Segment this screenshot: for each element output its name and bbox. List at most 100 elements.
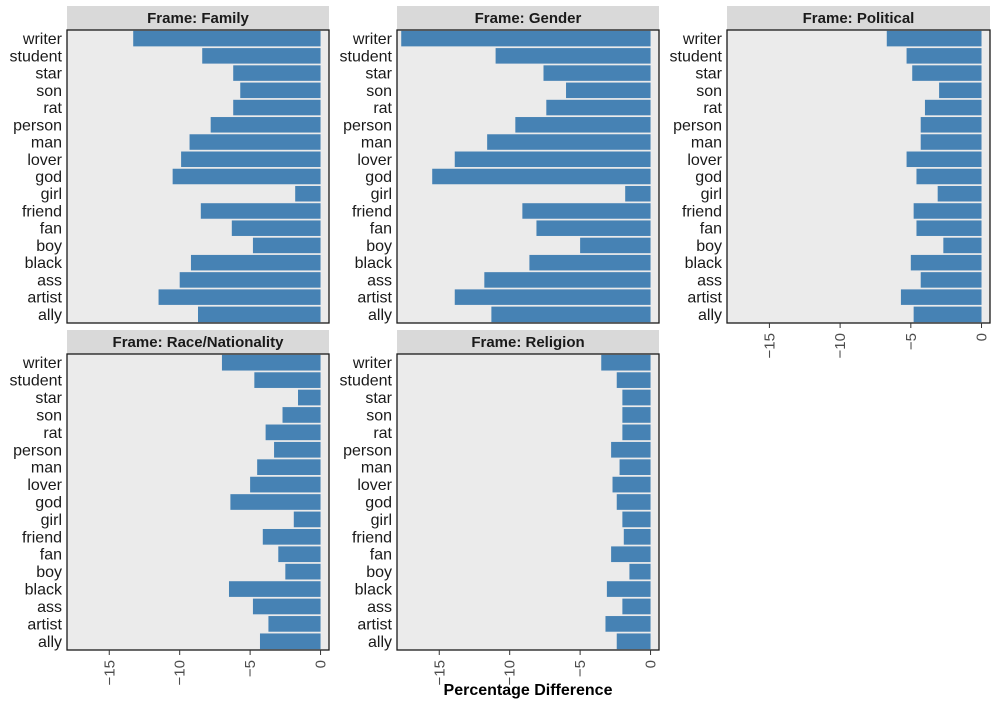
category-label: rat — [703, 100, 722, 117]
bar — [937, 185, 982, 202]
bar — [924, 99, 982, 116]
category-label: person — [343, 117, 392, 134]
bar — [906, 151, 982, 168]
category-label: boy — [36, 238, 62, 255]
facet-panel: Frame: Political writerstudentstarsonratp… — [670, 6, 991, 358]
category-label: god — [695, 169, 722, 186]
category-label: person — [343, 442, 392, 459]
category-label: star — [35, 66, 62, 83]
category-label: man — [31, 135, 62, 152]
category-label: boy — [366, 238, 392, 255]
category-label: friend — [22, 203, 62, 220]
category-label: writer — [352, 31, 393, 48]
category-label: rat — [43, 425, 62, 442]
bar — [268, 616, 321, 632]
category-label: ass — [37, 599, 62, 616]
bar — [231, 220, 321, 236]
bar — [285, 563, 321, 580]
category-label: black — [25, 582, 63, 599]
panel-border — [396, 29, 660, 324]
bar — [522, 203, 651, 219]
bar — [240, 82, 321, 99]
bar — [252, 598, 321, 615]
category-label: friend — [352, 529, 392, 546]
bar — [432, 168, 651, 185]
bar — [484, 272, 651, 288]
bar — [274, 441, 321, 458]
bar — [886, 30, 982, 47]
bar — [200, 203, 321, 219]
category-label: friend — [682, 203, 722, 220]
bar — [605, 616, 651, 632]
bar — [495, 48, 651, 64]
category-label: son — [36, 407, 62, 424]
bar — [622, 407, 651, 423]
bar — [906, 48, 982, 64]
category-label: lover — [357, 152, 392, 169]
category-label: rat — [43, 100, 62, 117]
facet-strip — [67, 6, 329, 30]
bar — [233, 65, 321, 81]
bar — [629, 563, 651, 580]
bar — [912, 65, 982, 81]
bar — [202, 48, 321, 64]
bar — [943, 237, 982, 254]
bar — [601, 354, 651, 371]
category-label: god — [35, 495, 62, 512]
bar — [622, 389, 651, 406]
category-label: man — [361, 460, 392, 477]
category-label: girl — [371, 186, 392, 203]
category-label: friend — [22, 529, 62, 546]
category-label: son — [696, 83, 722, 100]
category-label: writer — [352, 355, 393, 372]
bar — [221, 354, 321, 371]
category-label: boy — [366, 564, 392, 581]
bar — [298, 389, 321, 406]
facet-title: Frame: Family — [147, 10, 249, 27]
category-label: lover — [27, 477, 62, 494]
category-label: ally — [38, 634, 62, 651]
category-label: student — [340, 373, 393, 390]
category-label: writer — [22, 31, 63, 48]
category-label: lover — [357, 477, 392, 494]
category-label: student — [10, 373, 63, 390]
panel-border — [66, 29, 330, 324]
bar — [189, 134, 321, 150]
category-label: son — [366, 83, 392, 100]
x-tick-label: −10 — [502, 660, 519, 685]
bar — [262, 528, 321, 545]
facet-title: Frame: Religion — [471, 334, 584, 351]
bar — [491, 306, 651, 323]
x-tick-label: −10 — [832, 333, 849, 358]
bar — [616, 372, 651, 388]
category-label: fan — [370, 221, 392, 238]
facet-panel: Frame: Race/Nationality writerstudentstar… — [10, 330, 330, 685]
x-tick-label: −15 — [101, 660, 118, 685]
category-label: person — [13, 442, 62, 459]
bar — [295, 185, 321, 202]
bar — [254, 372, 321, 388]
category-label: boy — [36, 564, 62, 581]
category-label: fan — [40, 221, 62, 238]
bar — [616, 494, 651, 510]
x-tick-label: −5 — [572, 660, 589, 677]
category-label: son — [36, 83, 62, 100]
bar — [454, 289, 651, 305]
bar — [515, 117, 651, 133]
facet-title: Frame: Political — [803, 10, 915, 27]
facet-strip — [727, 6, 990, 30]
category-label: artist — [687, 290, 722, 307]
bar — [228, 581, 321, 597]
category-label: star — [35, 390, 62, 407]
bar — [454, 151, 651, 168]
category-label: student — [10, 48, 63, 65]
x-tick-label: −10 — [172, 660, 189, 685]
bar — [252, 237, 321, 254]
bar — [529, 254, 651, 271]
bar — [181, 151, 321, 168]
x-tick-label: −5 — [242, 660, 259, 677]
panel-border — [726, 29, 991, 324]
bar — [487, 134, 651, 150]
category-label: god — [365, 495, 392, 512]
